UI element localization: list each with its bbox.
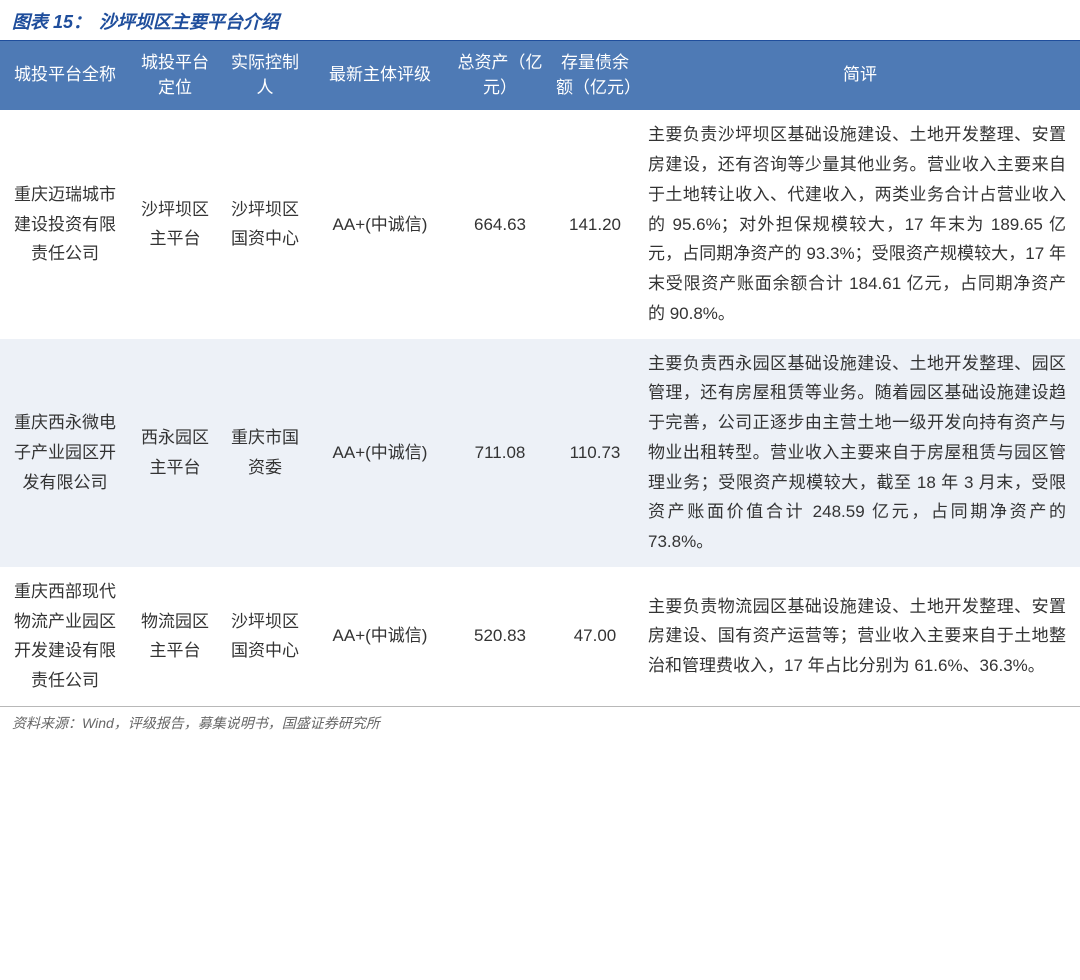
platform-table: 城投平台全称 城投平台定位 实际控制人 最新主体评级 总资产（亿元） 存量债余额… [0,41,1080,706]
cell-rating: AA+(中诚信) [310,567,450,706]
table-row: 重庆西部现代物流产业园区开发建设有限责任公司 物流园区主平台 沙坪坝区国资中心 … [0,567,1080,706]
chart-label-prefix: 图表 15： [12,12,91,32]
cell-full-name: 重庆西永微电子产业园区开发有限公司 [0,339,130,567]
table-row: 重庆迈瑞城市建设投资有限责任公司 沙坪坝区主平台 沙坪坝区国资中心 AA+(中诚… [0,110,1080,338]
col-header-controller: 实际控制人 [220,41,310,110]
cell-debt-balance: 47.00 [550,567,640,706]
cell-debt-balance: 141.20 [550,110,640,338]
cell-rating: AA+(中诚信) [310,339,450,567]
cell-rating: AA+(中诚信) [310,110,450,338]
cell-full-name: 重庆迈瑞城市建设投资有限责任公司 [0,110,130,338]
cell-positioning: 沙坪坝区主平台 [130,110,220,338]
cell-full-name: 重庆西部现代物流产业园区开发建设有限责任公司 [0,567,130,706]
cell-comment: 主要负责西永园区基础设施建设、土地开发整理、园区管理，还有房屋租赁等业务。随着园… [640,339,1080,567]
source-line: 资料来源：Wind，评级报告，募集说明书，国盛证券研究所 [0,706,1080,743]
col-header-comment: 简评 [640,41,1080,110]
table-header-row: 城投平台全称 城投平台定位 实际控制人 最新主体评级 总资产（亿元） 存量债余额… [0,41,1080,110]
cell-positioning: 西永园区主平台 [130,339,220,567]
cell-positioning: 物流园区主平台 [130,567,220,706]
cell-controller: 沙坪坝区国资中心 [220,110,310,338]
chart-container: 图表 15： 沙坪坝区主要平台介绍 城投平台全称 城投平台定位 实际控制人 最新主… [0,0,1080,743]
cell-total-assets: 711.08 [450,339,550,567]
chart-title: 图表 15： 沙坪坝区主要平台介绍 [0,0,1080,41]
cell-debt-balance: 110.73 [550,339,640,567]
table-row: 重庆西永微电子产业园区开发有限公司 西永园区主平台 重庆市国资委 AA+(中诚信… [0,339,1080,567]
cell-comment: 主要负责沙坪坝区基础设施建设、土地开发整理、安置房建设，还有咨询等少量其他业务。… [640,110,1080,338]
col-header-full-name: 城投平台全称 [0,41,130,110]
col-header-total-assets: 总资产（亿元） [450,41,550,110]
cell-controller: 重庆市国资委 [220,339,310,567]
chart-title-text: 沙坪坝区主要平台介绍 [99,12,279,32]
cell-total-assets: 664.63 [450,110,550,338]
col-header-debt-balance: 存量债余额（亿元） [550,41,640,110]
col-header-rating: 最新主体评级 [310,41,450,110]
cell-total-assets: 520.83 [450,567,550,706]
cell-comment: 主要负责物流园区基础设施建设、土地开发整理、安置房建设、国有资产运营等；营业收入… [640,567,1080,706]
col-header-positioning: 城投平台定位 [130,41,220,110]
cell-controller: 沙坪坝区国资中心 [220,567,310,706]
